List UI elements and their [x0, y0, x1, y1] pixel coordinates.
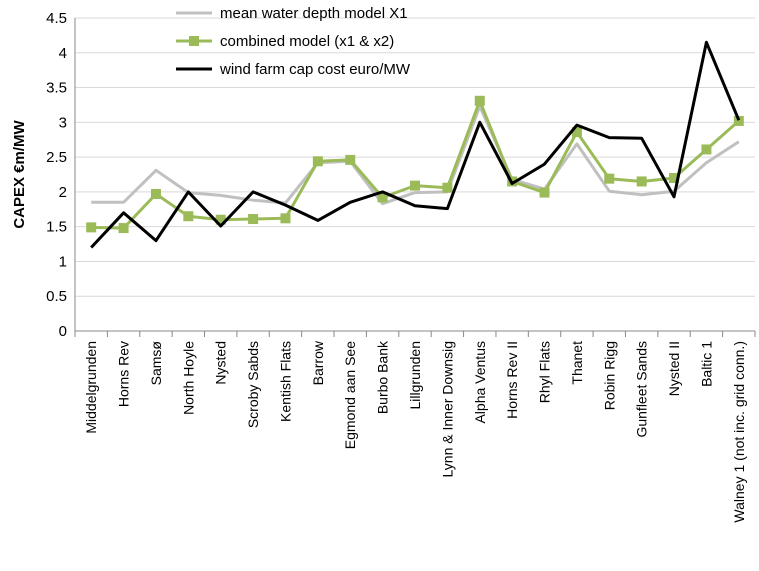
x-tick-label: Scroby Sabds	[245, 341, 261, 428]
data-point	[280, 213, 291, 224]
data-point	[474, 95, 485, 106]
x-tick-label: Rhyl Flats	[537, 341, 553, 403]
legend-marker	[189, 36, 199, 46]
x-tick-label: Robin Rigg	[601, 341, 617, 410]
y-tick-label: 2.5	[46, 149, 67, 166]
legend: mean water depth model X1 combined model …	[176, 5, 411, 78]
x-tick-label: Lynn & Inner Downsig	[439, 341, 455, 477]
data-point	[345, 154, 356, 165]
x-tick-label: Barrow	[310, 340, 326, 385]
x-tick-label: Gunfleet Sands	[634, 341, 650, 438]
legend-label: mean water depth model X1	[220, 5, 408, 22]
y-tick-label: 4	[59, 45, 67, 62]
x-tick-label: Samsø	[148, 341, 164, 386]
data-point	[636, 176, 647, 187]
data-point	[312, 156, 323, 167]
data-point	[442, 182, 453, 193]
x-tick-label: Thanet	[569, 341, 585, 385]
y-tick-label: 2	[59, 184, 67, 201]
series-line-2	[91, 99, 740, 230]
data-point	[669, 172, 680, 183]
x-tick-label: Egmond aan See	[342, 341, 358, 449]
x-tick-label: Horns Rev II	[504, 341, 520, 419]
x-tick-label: Alpha Ventus	[472, 341, 488, 424]
data-point	[150, 188, 161, 199]
series-line-3	[90, 40, 741, 249]
x-tick-label: Horns Rev	[116, 341, 132, 407]
x-tick-label: Lillgrunden	[407, 341, 423, 410]
x-tick-label: Middelgrunden	[83, 341, 99, 434]
data-point	[701, 144, 712, 155]
data-point	[118, 223, 129, 234]
legend-label: combined model (x1 & x2)	[220, 33, 394, 50]
data-point	[183, 211, 194, 222]
x-tick-label: Baltic 1	[698, 341, 714, 387]
x-tick-label: Walney 1 (not inc. grid conn.)	[731, 341, 747, 523]
y-tick-label: 3	[59, 114, 67, 131]
y-tick-label: 0	[59, 323, 67, 340]
y-tick-label: 0.5	[46, 288, 67, 305]
data-point	[248, 214, 259, 225]
y-axis-label: CAPEX €m/MW	[11, 119, 28, 228]
x-tick-label: North Hoyle	[180, 341, 196, 415]
x-tick-label: Burbo Bank	[375, 340, 391, 414]
data-point	[377, 192, 388, 203]
x-tick-label: Kentish Flats	[277, 341, 293, 422]
data-point	[86, 222, 97, 233]
series-group	[86, 40, 744, 249]
data-point	[571, 127, 582, 138]
data-point	[604, 173, 615, 184]
x-tick-label: Nysted	[213, 341, 229, 385]
y-tick-label: 1.5	[46, 219, 67, 236]
data-point	[215, 214, 226, 225]
series-line-1	[91, 104, 740, 206]
y-tick-label: 4.5	[46, 10, 67, 27]
data-point	[733, 115, 744, 126]
data-point	[539, 187, 550, 198]
y-tick-labels: 0 0.5 1 1.5 2 2.5 3 3.5 4 4.5	[46, 10, 67, 340]
x-tick-labels: Middelgrunden Horns Rev Samsø North Hoyle Ny…	[83, 340, 747, 523]
x-tick-label: Nysted II	[666, 341, 682, 396]
legend-label: wind farm cap cost euro/MW	[219, 61, 411, 78]
y-tick-label: 3.5	[46, 80, 67, 97]
y-tick-label: 1	[59, 253, 67, 270]
data-point	[410, 180, 420, 191]
axes	[74, 18, 756, 337]
